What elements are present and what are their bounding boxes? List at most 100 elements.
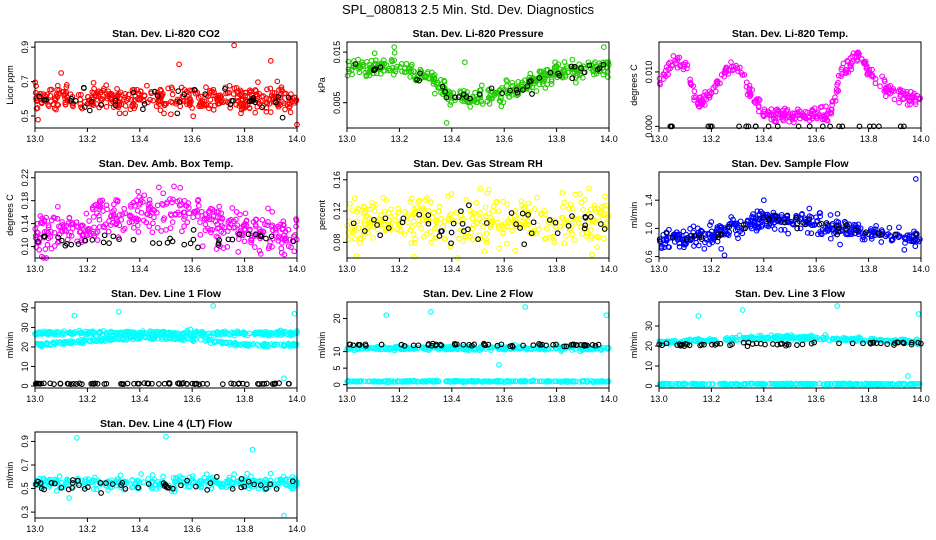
data-point: [37, 480, 44, 486]
data-point: [774, 333, 780, 339]
data-point: [798, 211, 805, 218]
data-point: [386, 65, 392, 72]
data-point: [778, 227, 784, 233]
data-point: [97, 480, 104, 486]
data-point: [360, 203, 367, 210]
data-point: [524, 83, 531, 89]
data-point: [823, 103, 829, 110]
data-point: [717, 230, 724, 237]
data-point: [237, 211, 243, 218]
data-point: [111, 201, 117, 208]
data-point: [584, 230, 591, 236]
data-point: [176, 380, 183, 387]
data-point: [499, 90, 506, 96]
data-point: [427, 199, 434, 206]
data-point: [740, 222, 747, 228]
y-axis-label: percent: [317, 199, 327, 230]
data-point: [717, 340, 724, 347]
data-point: [267, 85, 274, 92]
data-point: [483, 220, 490, 226]
y-tick-label: 0.005: [332, 91, 342, 114]
data-point: [197, 219, 203, 225]
y-tick-label: 1.4: [644, 194, 654, 207]
data-point: [472, 89, 478, 96]
data-point: [50, 340, 57, 347]
data-point: [151, 214, 157, 221]
data-point: [280, 342, 287, 349]
data-point: [120, 381, 127, 387]
data-point: [701, 341, 707, 348]
y-tick-label: 0.6: [644, 250, 654, 263]
data-point: [346, 218, 353, 224]
data-point: [127, 212, 133, 219]
data-point: [73, 381, 80, 387]
data-point: [836, 222, 842, 229]
data-point: [896, 99, 902, 106]
data-point: [666, 339, 673, 345]
data-point: [541, 208, 548, 214]
data-point: [470, 346, 476, 353]
data-point: [289, 478, 296, 485]
x-tick-label: 13.8: [860, 134, 878, 144]
data-point: [55, 238, 62, 245]
data-point: [743, 83, 750, 90]
data-point: [447, 379, 454, 385]
data-point: [826, 337, 833, 344]
data-point: [398, 341, 405, 348]
data-point: [154, 224, 161, 231]
data-point: [345, 236, 352, 243]
data-point: [495, 345, 501, 352]
data-point: [735, 235, 741, 242]
data-point: [904, 102, 911, 108]
data-point: [267, 470, 274, 477]
data-point: [545, 378, 552, 384]
data-point: [581, 65, 588, 72]
data-point: [169, 86, 176, 92]
data-point: [207, 102, 214, 109]
data-point: [115, 98, 122, 105]
data-point: [569, 231, 576, 238]
data-point: [699, 97, 705, 104]
data-point: [494, 379, 501, 385]
data-point: [530, 219, 537, 226]
data-point: [726, 221, 733, 228]
data-point: [519, 210, 526, 217]
data-point: [170, 196, 176, 203]
data-point: [702, 381, 708, 388]
data-point: [778, 334, 785, 341]
data-point: [774, 123, 781, 130]
data-point: [714, 81, 721, 87]
y-tick-label: 20: [20, 342, 30, 352]
data-point: [875, 230, 882, 237]
data-point: [785, 381, 792, 387]
x-tick-label: 13.8: [548, 394, 566, 404]
data-point: [32, 380, 39, 387]
y-tick-label: 20: [332, 314, 342, 324]
data-point: [94, 237, 101, 243]
data-point: [854, 380, 860, 387]
data-point: [217, 92, 224, 99]
data-point: [388, 57, 395, 63]
data-point: [459, 98, 466, 104]
data-point: [458, 208, 464, 215]
data-point: [241, 476, 248, 482]
data-point: [657, 238, 664, 245]
data-point: [152, 481, 158, 488]
x-tick-label: 13.6: [183, 134, 201, 144]
data-point: [435, 208, 442, 215]
x-tick-label: 13.2: [703, 134, 721, 144]
data-point: [237, 341, 243, 348]
data-point: [197, 99, 204, 106]
data-point: [697, 342, 704, 349]
data-point: [259, 380, 265, 387]
data-point: [408, 195, 415, 202]
data-point: [905, 373, 911, 379]
data-point: [374, 378, 381, 385]
data-point: [128, 96, 135, 103]
data-point: [380, 378, 387, 385]
data-point: [403, 60, 410, 67]
data-point: [91, 85, 97, 92]
x-tick-label: 13.0: [26, 264, 44, 274]
data-point: [242, 210, 249, 217]
data-point: [715, 234, 721, 241]
